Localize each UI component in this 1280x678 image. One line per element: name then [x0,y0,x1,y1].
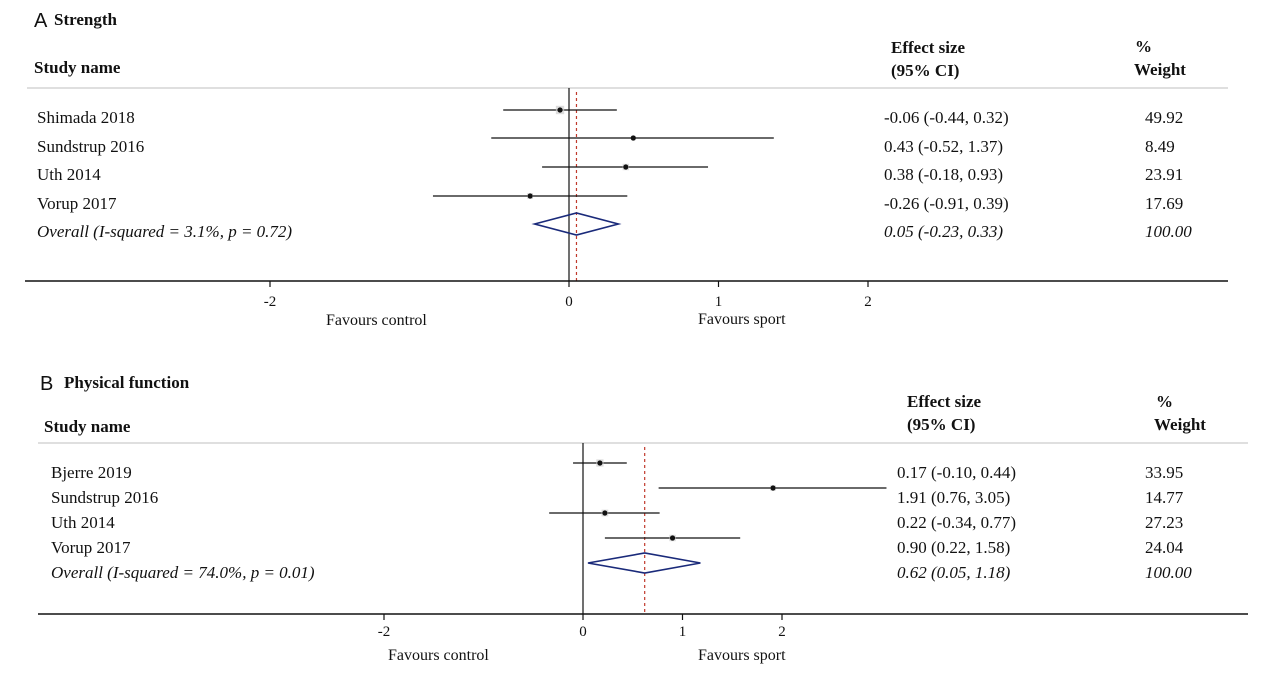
panel-a-point-estimate [527,193,533,199]
panel-a-tick-label: 1 [715,294,723,310]
panel-a-effect-ci: 0.43 (-0.52, 1.37) [884,137,1003,156]
panel-b-study-name: Uth 2014 [51,513,115,532]
panel-a-ci-header: (95% CI) [891,61,959,80]
panel-a-percent-header: % [1135,37,1152,56]
panel-a-weight: 8.49 [1145,137,1175,156]
panel-b-ticks: -2 0 1 2 [378,614,786,640]
panel-b-study-name: Bjerre 2019 [51,463,132,482]
panel-a-favours-control: Favours control [326,312,427,329]
panel-a-effect-ci: -0.06 (-0.44, 0.32) [884,108,1009,127]
panel-a-letter: A [34,10,48,32]
panel-a-overall-diamond [531,212,622,236]
panel-a-study-name: Shimada 2018 [37,108,135,127]
panel-b-overall-diamond [587,552,701,574]
panel-b-study-header: Study name [44,417,131,436]
panel-b-study-name: Vorup 2017 [51,538,131,557]
panel-a-tick-label: 0 [565,294,573,310]
panel-b-ci-header: (95% CI) [907,415,975,434]
panel-b-effect-header: Effect size [907,392,982,411]
panel-a-point-estimate [630,135,636,141]
panel-a-point-estimate [623,164,629,170]
panel-b-effect-ci: 0.22 (-0.34, 0.77) [897,513,1016,532]
panel-b-overall-label: Overall (I-squared = 74.0%, p = 0.01) [51,563,315,582]
panel-b-percent-header: % [1156,392,1173,411]
panel-b-study-name: Sundstrup 2016 [51,488,158,507]
panel-a-study-name: Sundstrup 2016 [37,137,144,156]
panel-b-weight: 27.23 [1145,513,1183,532]
panel-a-overall-ci: 0.05 (-0.23, 0.33) [884,222,1003,241]
panel-b-overall-weight: 100.00 [1145,563,1192,582]
panel-a-study-header: Study name [34,58,121,77]
panel-b-tick-label: 1 [679,624,687,640]
panel-a-weight: 49.92 [1145,108,1183,127]
panel-a: A Strength Study name Effect size (95% C… [25,10,1228,329]
panel-a-weight: 23.91 [1145,165,1183,184]
panel-a-ticks: -2 0 1 2 [264,281,872,310]
panel-b: B Physical function Study name Effect si… [38,373,1248,664]
panel-b-favours-sport: Favours sport [698,647,786,664]
panel-b-favours-control: Favours control [388,647,489,664]
panel-b-effect-ci: 0.17 (-0.10, 0.44) [897,463,1016,482]
panel-a-point-estimate [557,107,563,113]
panel-b-weight: 14.77 [1145,488,1184,507]
panel-a-title: Strength [54,10,118,29]
panel-b-point-estimate [770,485,776,491]
panel-b-weight: 24.04 [1145,538,1184,557]
panel-b-overall-ci: 0.62 (0.05, 1.18) [897,563,1011,582]
panel-a-weight: 17.69 [1145,194,1183,213]
panel-a-tick-label: 2 [864,294,872,310]
panel-a-study-name: Vorup 2017 [37,194,117,213]
panel-a-marks [432,105,774,236]
panel-a-favours-sport: Favours sport [698,311,786,328]
panel-b-effect-ci: 1.91 (0.76, 3.05) [897,488,1010,507]
panel-b-tick-label: 2 [778,624,786,640]
panel-a-tick-label: -2 [264,294,277,310]
panel-b-weight: 33.95 [1145,463,1183,482]
panel-b-letter: B [40,373,53,395]
panel-b-tick-label: 0 [579,624,587,640]
panel-a-effect-ci: 0.38 (-0.18, 0.93) [884,165,1003,184]
panel-b-point-estimate [597,460,603,466]
panel-b-weight-header: Weight [1154,415,1206,434]
panel-a-effect-header: Effect size [891,38,966,57]
panel-a-overall-label: Overall (I-squared = 3.1%, p = 0.72) [37,222,292,241]
panel-b-point-estimate [669,535,676,541]
panel-a-overall-weight: 100.00 [1145,222,1192,241]
panel-b-effect-ci: 0.90 (0.22, 1.58) [897,538,1010,557]
panel-a-weight-header: Weight [1134,60,1186,79]
panel-b-title: Physical function [64,373,190,392]
panel-a-study-name: Uth 2014 [37,165,101,184]
panel-b-tick-label: -2 [378,624,391,640]
panel-a-effect-ci: -0.26 (-0.91, 0.39) [884,194,1009,213]
panel-b-marks [549,459,887,574]
panel-b-point-estimate [602,510,608,516]
